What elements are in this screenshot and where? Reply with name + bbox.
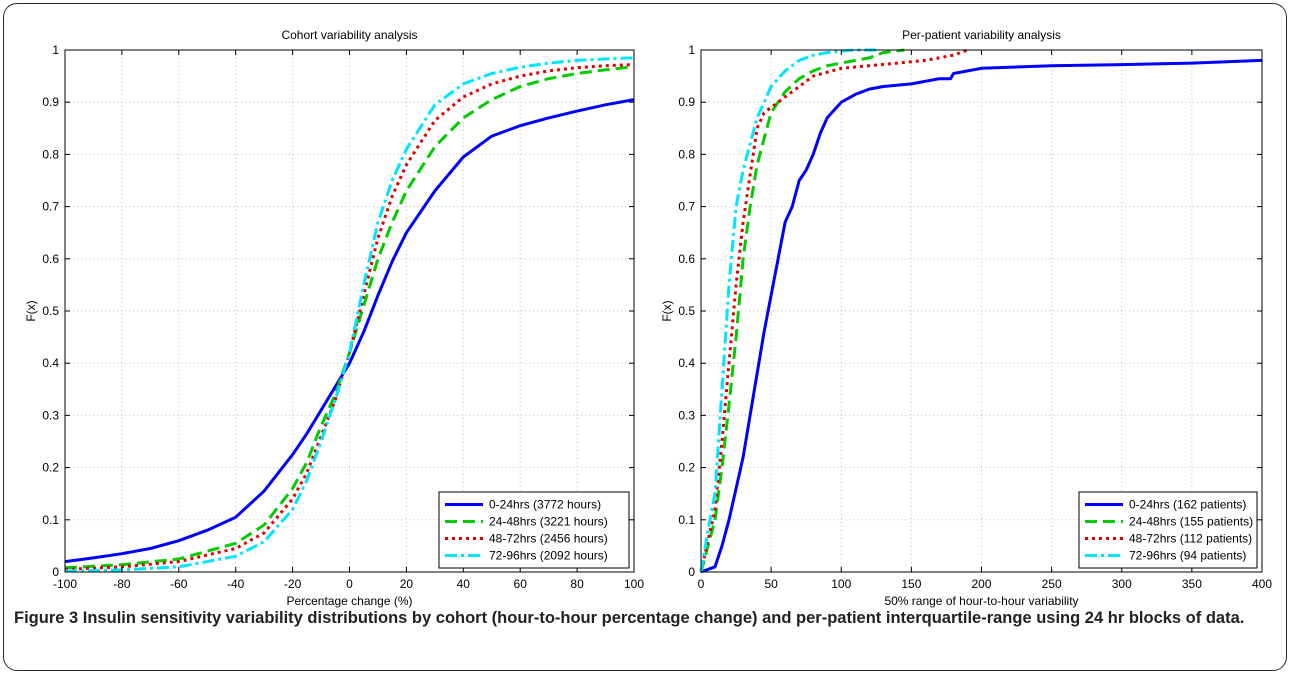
x-tick-label: 250 [1042,577,1062,591]
x-axis-label: 50% range of hour-to-hour variability [884,594,1078,608]
legend-label-4: 72-96hrs (2092 hours) [489,549,608,563]
series-line-1 [700,58,1263,574]
legend-label-4: 72-96hrs (94 patients) [1129,549,1246,563]
x-tick-label: -40 [227,577,245,591]
x-tick-label: 200 [971,577,991,591]
x-tick-label: 350 [1182,577,1202,591]
y-tick-label: 0.8 [42,147,59,161]
y-tick-label: 0.3 [42,408,59,422]
legend-label-2: 24-48hrs (155 patients) [1129,515,1253,529]
y-axis-label: F(x) [660,300,674,321]
chart-per-patient-variability: 0 50 100 150 200 250 300 350 400 0 0.1 0.2 0.3 0.4 0.5… [660,28,1272,608]
legend-label-1: 0-24hrs (3772 hours) [489,498,601,512]
y-tick-label: 0.4 [678,356,695,370]
x-tick-label: 40 [457,577,471,591]
x-axis-label: Percentage change (%) [286,594,412,608]
y-tick-label: 0.5 [678,304,695,318]
x-tick-label: 60 [514,577,528,591]
y-tick-label: 0.2 [42,461,59,475]
legend-label-1: 0-24hrs (162 patients) [1129,498,1246,512]
y-axis-label: F(x) [24,300,38,321]
x-tick-label: -100 [53,577,77,591]
x-tick-label: 400 [1252,577,1272,591]
chart-title: Per-patient variability analysis [902,28,1061,42]
x-tick-label: -80 [113,577,131,591]
y-tick-label: 0.1 [42,513,59,527]
y-tick-label: 0 [688,565,695,579]
x-tick-label: 100 [624,577,644,591]
series-line-4 [64,56,635,573]
y-tick-label: 0.7 [678,200,695,214]
y-tick-label: 0.1 [678,513,695,527]
y-tick-label: 0.4 [42,356,59,370]
y-tick-label: 0.9 [42,95,59,109]
legend-label-2: 24-48hrs (3221 hours) [489,515,608,529]
y-tick-label: 0.3 [678,408,695,422]
y-tick-label: 0.8 [678,147,695,161]
x-tick-label: 150 [901,577,921,591]
x-tick-label: -60 [170,577,188,591]
caption-text: Insulin sensitivity variability distribu… [78,609,1245,627]
series-line-2 [699,48,905,573]
y-tick-label: 0.6 [42,252,59,266]
series-line-4 [699,48,877,573]
x-tick-label: 80 [570,577,584,591]
x-tick-label: 0 [346,577,353,591]
x-tick-label: -20 [284,577,302,591]
y-tick-label: 0 [52,565,59,579]
y-tick-label: 0.5 [42,304,59,318]
x-tick-label: 20 [400,577,414,591]
figure-caption: Figure 3 Insulin sensitivity variability… [14,607,1276,629]
x-tick-label: 100 [831,577,851,591]
y-tick-label: 1 [52,43,59,57]
y-tick-label: 0.7 [42,200,59,214]
figure-frame [3,3,1287,671]
chart-cohort-variability: -100 -80 -60 -40 -20 0 20 40 60 80 100 0 0.1 0.2 0.3 0.… [24,28,644,608]
series-line-2 [64,65,635,570]
legend-label-3: 48-72hrs (2456 hours) [489,532,608,546]
caption-label: Figure 3 [14,609,79,627]
x-tick-label: 0 [698,577,705,591]
x-tick-label: 300 [1112,577,1132,591]
series-line-3 [699,48,969,573]
x-tick-label: 50 [764,577,778,591]
series-line-1 [64,98,635,564]
y-tick-label: 0.6 [678,252,695,266]
legend-label-3: 48-72hrs (112 patients) [1129,532,1252,546]
chart-title: Cohort variability analysis [281,28,417,42]
y-tick-label: 1 [688,43,695,57]
y-tick-label: 0.9 [678,95,695,109]
y-tick-label: 0.2 [678,461,695,475]
